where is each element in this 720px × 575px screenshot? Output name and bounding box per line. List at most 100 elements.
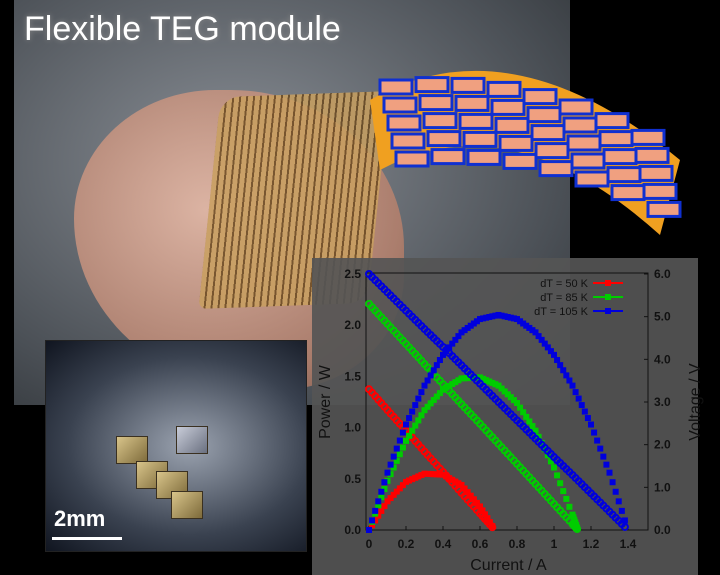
power-point xyxy=(430,367,437,374)
power-point xyxy=(424,470,431,477)
y-tick-label: 1.0 xyxy=(344,421,361,435)
power-point xyxy=(588,421,594,428)
power-point xyxy=(486,519,493,526)
power-point xyxy=(581,408,588,415)
teg-cell xyxy=(646,200,682,218)
y2-axis-label: Voltage / V xyxy=(687,363,704,441)
y2-tick-label: 4.0 xyxy=(654,352,671,366)
teg-cell xyxy=(382,96,418,114)
power-point xyxy=(403,478,409,485)
power-point xyxy=(507,314,514,321)
power-point xyxy=(477,316,483,323)
power-point xyxy=(387,471,394,478)
teg-cell xyxy=(502,152,538,170)
teg-cell xyxy=(530,124,566,142)
power-point xyxy=(399,429,406,436)
power-point xyxy=(418,389,425,396)
power-point xyxy=(563,495,570,502)
legend-label: dT = 85 K xyxy=(540,292,588,304)
power-point xyxy=(378,507,385,514)
teg-cell xyxy=(462,130,498,148)
power-point xyxy=(606,469,613,476)
power-point xyxy=(418,472,425,479)
power-point xyxy=(557,480,564,487)
power-point xyxy=(484,515,491,522)
legend-marker xyxy=(605,280,611,286)
power-point xyxy=(433,362,440,369)
power-point xyxy=(514,316,520,323)
y-tick-label: 2.5 xyxy=(344,267,361,281)
power-point xyxy=(464,324,471,331)
power-point xyxy=(409,427,416,434)
series-0 xyxy=(365,385,497,533)
y2-tick-label: 1.0 xyxy=(654,480,671,494)
power-point xyxy=(594,437,601,444)
power-point xyxy=(551,351,557,358)
power-point xyxy=(461,485,468,492)
power-point xyxy=(597,445,604,452)
power-point xyxy=(412,402,419,409)
teg-cell xyxy=(534,142,570,160)
power-point xyxy=(480,375,487,382)
power-point xyxy=(532,427,539,434)
teg-cell xyxy=(538,160,574,178)
power-point xyxy=(390,491,397,498)
power-point xyxy=(566,503,573,510)
power-point xyxy=(547,348,554,355)
power-point xyxy=(523,413,530,420)
power-point xyxy=(479,507,486,514)
power-point xyxy=(486,314,493,321)
power-point xyxy=(481,511,488,518)
power-point xyxy=(557,362,564,369)
power-point xyxy=(532,329,539,336)
power-point xyxy=(449,476,456,483)
power-point xyxy=(473,499,480,506)
power-point xyxy=(501,388,508,395)
power-point xyxy=(495,311,502,318)
power-point xyxy=(483,314,490,321)
power-point xyxy=(551,464,557,471)
y2-tick-label: 6.0 xyxy=(654,267,671,281)
power-point xyxy=(517,318,524,325)
power-point xyxy=(443,384,450,391)
teg-cell xyxy=(490,98,526,116)
power-point xyxy=(427,471,434,478)
power-point xyxy=(387,495,394,502)
power-point xyxy=(433,471,440,478)
power-point xyxy=(424,377,431,384)
power-point xyxy=(421,470,428,477)
power-point xyxy=(381,503,388,510)
teg-cell xyxy=(390,132,426,150)
power-point xyxy=(544,344,551,351)
teg-cell xyxy=(466,148,502,166)
power-point xyxy=(393,488,400,495)
power-point xyxy=(489,379,496,386)
teg-cell xyxy=(526,106,562,124)
power-point xyxy=(409,476,416,483)
power-point xyxy=(464,489,471,496)
power-point xyxy=(569,382,576,389)
voltage-point xyxy=(620,522,629,531)
power-point xyxy=(399,482,406,489)
power-point xyxy=(554,357,561,364)
power-point xyxy=(366,527,372,533)
power-point xyxy=(390,453,397,460)
power-point xyxy=(430,396,437,403)
power-point xyxy=(600,453,607,460)
power-point xyxy=(430,471,437,478)
power-point xyxy=(560,488,567,495)
power-point xyxy=(455,480,462,487)
power-point xyxy=(477,503,483,510)
power-point xyxy=(403,421,409,428)
power-point xyxy=(575,395,582,402)
power-point xyxy=(424,403,431,410)
power-point xyxy=(390,464,397,471)
power-point xyxy=(574,524,581,531)
y2-tick-label: 2.0 xyxy=(654,438,671,452)
power-point xyxy=(591,429,598,436)
teg-cell xyxy=(422,112,458,130)
teg-cell xyxy=(498,134,534,152)
teg-cell xyxy=(418,94,454,112)
power-point xyxy=(449,381,456,388)
teg-cell xyxy=(450,76,486,94)
